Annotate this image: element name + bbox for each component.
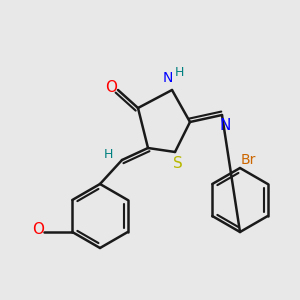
Text: O: O — [32, 223, 44, 238]
Text: H: H — [103, 148, 113, 160]
Text: Br: Br — [240, 153, 256, 167]
Text: S: S — [173, 157, 183, 172]
Text: N: N — [163, 71, 173, 85]
Text: N: N — [219, 118, 231, 133]
Text: H: H — [174, 65, 184, 79]
Text: O: O — [105, 80, 117, 95]
